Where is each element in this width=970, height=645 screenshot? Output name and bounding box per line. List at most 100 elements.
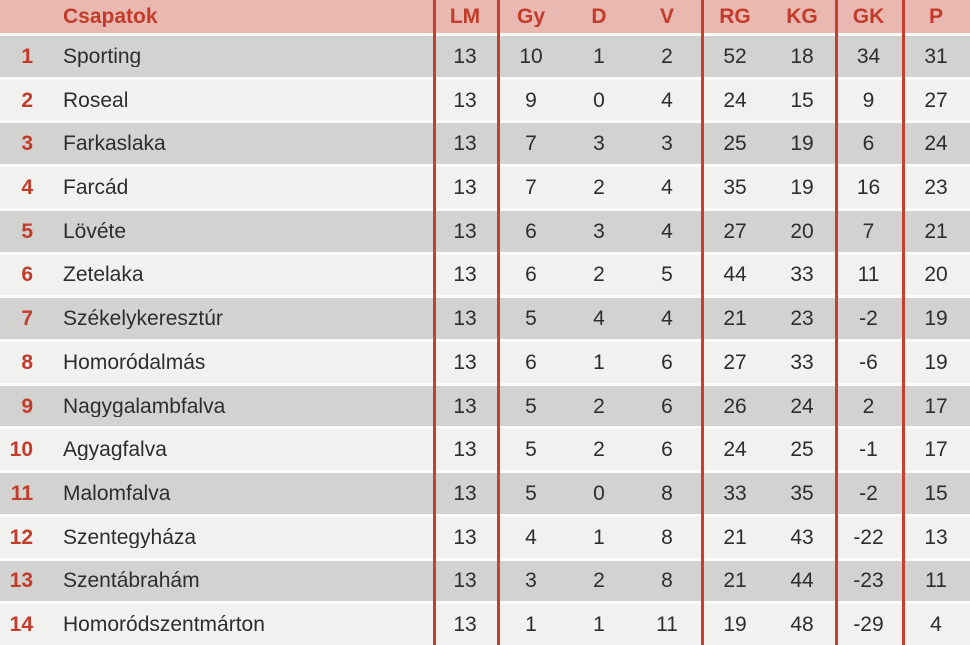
gk-value: -6 (859, 351, 878, 373)
team-name: Farkaslaka (63, 133, 166, 155)
gk-value: 7 (862, 220, 875, 242)
v-value: 11 (656, 614, 678, 636)
lm-value: 13 (453, 526, 477, 548)
team-name: Homoródalmás (63, 351, 206, 373)
rank-number: 3 (21, 133, 33, 155)
rank-number: 9 (21, 395, 33, 417)
d-value: 1 (593, 526, 605, 548)
p-value: 24 (924, 133, 948, 155)
lm-value: 13 (453, 264, 477, 286)
gk-value: -23 (853, 570, 884, 592)
gy-value: 5 (525, 439, 537, 461)
v-value: 4 (661, 308, 673, 330)
team-name: Szentegyháza (63, 526, 197, 548)
team-name: Szentábrahám (63, 570, 200, 592)
lm-value: 13 (453, 89, 477, 111)
rg-value: 27 (723, 351, 747, 373)
table-row: 11 Malomfalva 13 5 0 8 33 35 -2 15 (0, 473, 970, 514)
table-row: 5 Lövéte 13 6 3 4 27 20 7 21 (0, 210, 970, 252)
team-name: Homoródszentmárton (63, 614, 265, 636)
v-value: 6 (661, 395, 673, 417)
gk-value: 2 (862, 395, 875, 417)
v-value: 2 (661, 45, 673, 67)
column-header-rg: RG (719, 6, 751, 27)
p-value: 21 (924, 220, 948, 242)
rg-value: 19 (723, 614, 747, 636)
p-value: 23 (924, 177, 948, 199)
lm-value: 13 (453, 439, 477, 461)
rg-value: 26 (723, 395, 747, 417)
team-name: Nagygalambfalva (63, 395, 226, 417)
p-value: 19 (924, 351, 948, 373)
kg-value: 35 (790, 483, 814, 505)
table-row: 13 Szentábrahám 13 3 2 8 21 44 -23 11 (0, 560, 970, 602)
kg-value: 33 (790, 351, 814, 373)
table-row: 8 Homoródalmás 13 6 1 6 27 33 -6 19 (0, 342, 970, 383)
kg-value: 19 (790, 133, 814, 155)
gk-value: 16 (856, 177, 881, 199)
lm-value: 13 (453, 133, 477, 155)
table-row: 6 Zetelaka 13 6 2 5 44 33 11 20 (0, 254, 970, 296)
d-value: 4 (593, 308, 605, 330)
v-value: 3 (661, 133, 673, 155)
column-header-d: D (591, 6, 607, 27)
gk-value: -2 (859, 308, 878, 330)
column-header-v: V (659, 6, 674, 27)
team-name: Roseal (63, 89, 129, 111)
d-value: 1 (593, 614, 605, 636)
gy-value: 6 (525, 351, 537, 373)
d-value: 2 (593, 570, 605, 592)
column-header-gk: GK (852, 6, 885, 27)
d-value: 3 (593, 133, 605, 155)
rank-number: 14 (9, 614, 33, 636)
lm-value: 13 (453, 395, 477, 417)
column-header-lm: LM (449, 6, 481, 27)
table-row: 1 Sporting 13 10 1 2 52 18 34 31 (0, 36, 970, 77)
rg-value: 33 (723, 483, 747, 505)
gy-value: 7 (525, 133, 537, 155)
p-value: 17 (924, 439, 948, 461)
team-name: Agyagfalva (63, 439, 167, 461)
v-value: 8 (661, 483, 673, 505)
gy-value: 10 (519, 45, 543, 67)
rg-value: 21 (723, 308, 747, 330)
rank-number: 6 (21, 264, 33, 286)
gy-value: 5 (525, 395, 537, 417)
column-divider (835, 0, 838, 645)
table-header: Csapatok LM Gy D V RG KG GK P (0, 0, 970, 33)
rg-value: 35 (723, 177, 747, 199)
d-value: 0 (593, 483, 605, 505)
lm-value: 13 (453, 45, 477, 67)
lm-value: 13 (453, 351, 477, 373)
gk-value: 11 (857, 264, 880, 286)
rank-number: 5 (21, 220, 33, 242)
gk-value: -22 (853, 526, 884, 548)
v-value: 5 (661, 264, 673, 286)
rg-value: 24 (723, 89, 747, 111)
v-value: 8 (661, 570, 673, 592)
v-value: 4 (661, 177, 673, 199)
p-value: 20 (924, 264, 948, 286)
table-row: 2 Roseal 13 9 0 4 24 15 9 27 (0, 79, 970, 121)
kg-value: 15 (790, 89, 814, 111)
rank-number: 4 (21, 177, 33, 199)
d-value: 2 (593, 177, 605, 199)
kg-value: 19 (790, 177, 814, 199)
column-divider (433, 0, 436, 645)
p-value: 13 (924, 526, 948, 548)
kg-value: 18 (790, 45, 814, 67)
gk-value: -29 (853, 614, 884, 636)
p-value: 19 (924, 308, 948, 330)
p-value: 31 (924, 45, 948, 67)
gy-value: 6 (525, 220, 537, 242)
rg-value: 21 (723, 526, 747, 548)
rg-value: 21 (723, 570, 747, 592)
table-row: 10 Agyagfalva 13 5 2 6 24 25 -1 17 (0, 429, 970, 471)
gy-value: 5 (525, 308, 537, 330)
rank-number: 12 (9, 526, 33, 548)
team-name: Zetelaka (63, 264, 144, 286)
rank-number: 10 (9, 439, 33, 461)
rg-value: 52 (723, 45, 747, 67)
kg-value: 48 (790, 614, 814, 636)
